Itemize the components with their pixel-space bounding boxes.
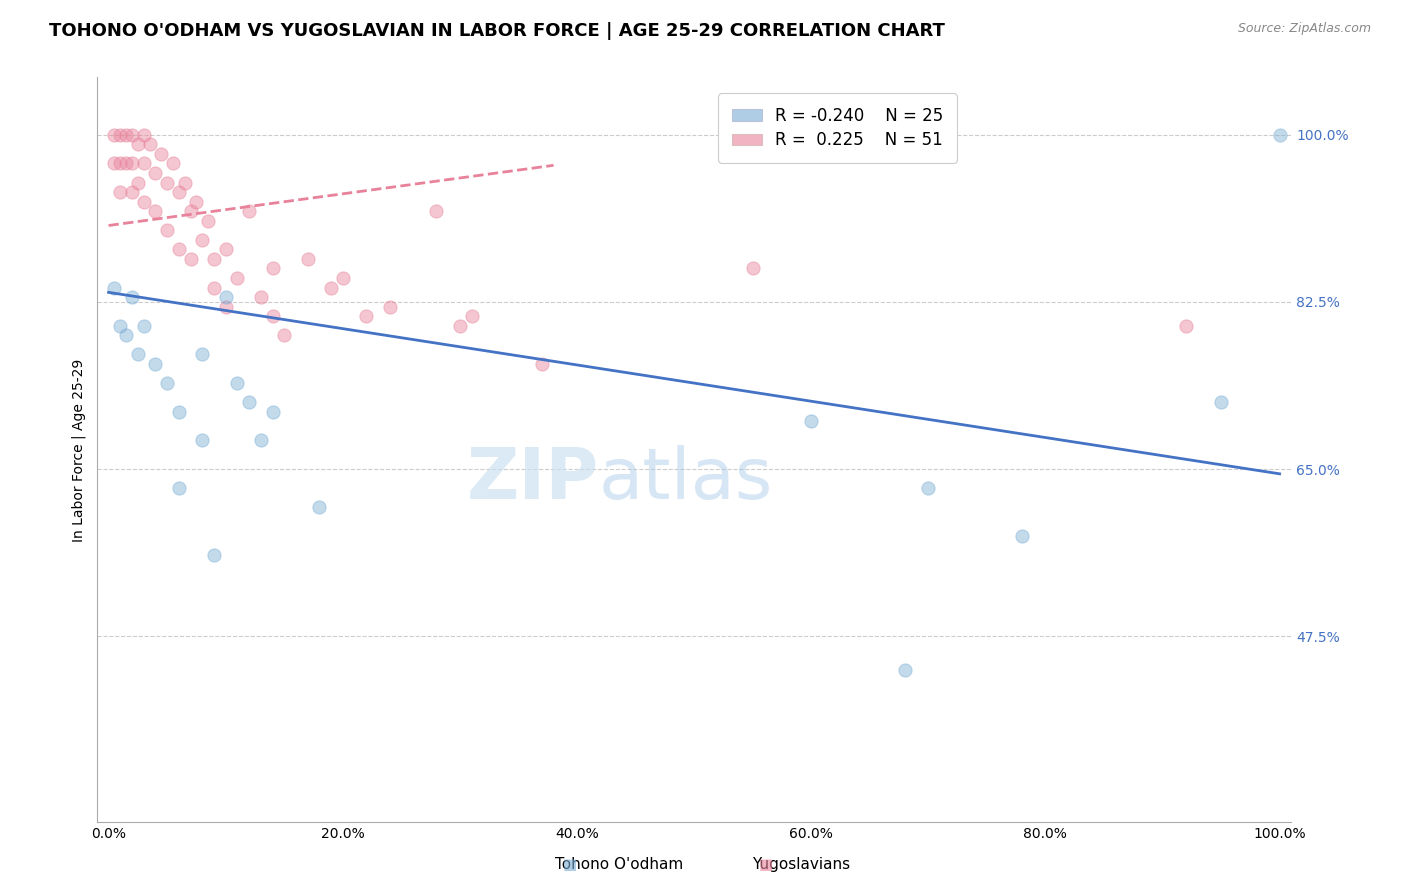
Y-axis label: In Labor Force | Age 25-29: In Labor Force | Age 25-29	[72, 359, 86, 541]
Point	[202, 252, 225, 266]
Text: Tohono O'odham: Tohono O'odham	[554, 857, 683, 872]
Point	[191, 233, 214, 247]
Point	[249, 290, 271, 304]
Point	[1174, 318, 1197, 333]
Point	[319, 280, 342, 294]
Point	[308, 500, 330, 515]
Point	[103, 156, 125, 170]
Point	[1209, 395, 1232, 409]
Point	[202, 548, 225, 562]
Point	[132, 128, 155, 142]
Point	[180, 204, 202, 219]
Point	[115, 328, 138, 343]
Point	[741, 261, 763, 276]
Point	[121, 290, 143, 304]
Text: ■: ■	[759, 857, 773, 872]
Point	[262, 261, 284, 276]
Point	[167, 185, 190, 199]
Text: atlas: atlas	[599, 445, 773, 515]
Point	[132, 318, 155, 333]
Point	[191, 347, 214, 361]
Point	[167, 481, 190, 495]
Point	[238, 395, 260, 409]
Point	[449, 318, 471, 333]
Point	[191, 434, 214, 448]
Point	[145, 204, 167, 219]
Point	[121, 128, 143, 142]
Point	[110, 318, 132, 333]
Point	[180, 252, 202, 266]
Point	[167, 243, 190, 257]
Point	[110, 128, 132, 142]
Point	[530, 357, 553, 371]
Point	[800, 414, 823, 428]
Point	[115, 128, 138, 142]
Point	[226, 376, 249, 390]
Point	[262, 405, 284, 419]
Text: Source: ZipAtlas.com: Source: ZipAtlas.com	[1237, 22, 1371, 36]
Point	[215, 290, 238, 304]
Point	[127, 176, 149, 190]
Point	[238, 204, 260, 219]
Point	[156, 223, 179, 237]
Point	[145, 357, 167, 371]
Point	[132, 194, 155, 209]
Point	[215, 243, 238, 257]
Point	[297, 252, 319, 266]
Point	[127, 137, 149, 152]
Point	[354, 310, 377, 324]
Point	[425, 204, 447, 219]
Point	[121, 156, 143, 170]
Point	[138, 137, 160, 152]
Point	[197, 213, 219, 227]
Point	[460, 310, 482, 324]
Point	[150, 146, 173, 161]
Point	[103, 280, 125, 294]
Text: ■: ■	[562, 857, 576, 872]
Point	[145, 166, 167, 180]
Point	[215, 300, 238, 314]
Point	[202, 280, 225, 294]
Point	[110, 156, 132, 170]
Point	[262, 310, 284, 324]
Point	[173, 176, 195, 190]
Point	[127, 347, 149, 361]
Point	[332, 271, 354, 285]
Point	[249, 434, 271, 448]
Point	[378, 300, 401, 314]
Legend: R = -0.240    N = 25, R =  0.225    N = 51: R = -0.240 N = 25, R = 0.225 N = 51	[718, 94, 956, 162]
Point	[167, 405, 190, 419]
Point	[226, 271, 249, 285]
Point	[103, 128, 125, 142]
Text: TOHONO O'ODHAM VS YUGOSLAVIAN IN LABOR FORCE | AGE 25-29 CORRELATION CHART: TOHONO O'ODHAM VS YUGOSLAVIAN IN LABOR F…	[49, 22, 945, 40]
Point	[917, 481, 939, 495]
Point	[1011, 529, 1033, 543]
Point	[156, 176, 179, 190]
Point	[115, 156, 138, 170]
Point	[110, 185, 132, 199]
Point	[273, 328, 295, 343]
Point	[894, 663, 917, 677]
Text: ZIP: ZIP	[467, 445, 599, 515]
Point	[156, 376, 179, 390]
Point	[1268, 128, 1291, 142]
Text: Yugoslavians: Yugoslavians	[752, 857, 851, 872]
Point	[132, 156, 155, 170]
Point	[186, 194, 208, 209]
Point	[121, 185, 143, 199]
Point	[162, 156, 184, 170]
